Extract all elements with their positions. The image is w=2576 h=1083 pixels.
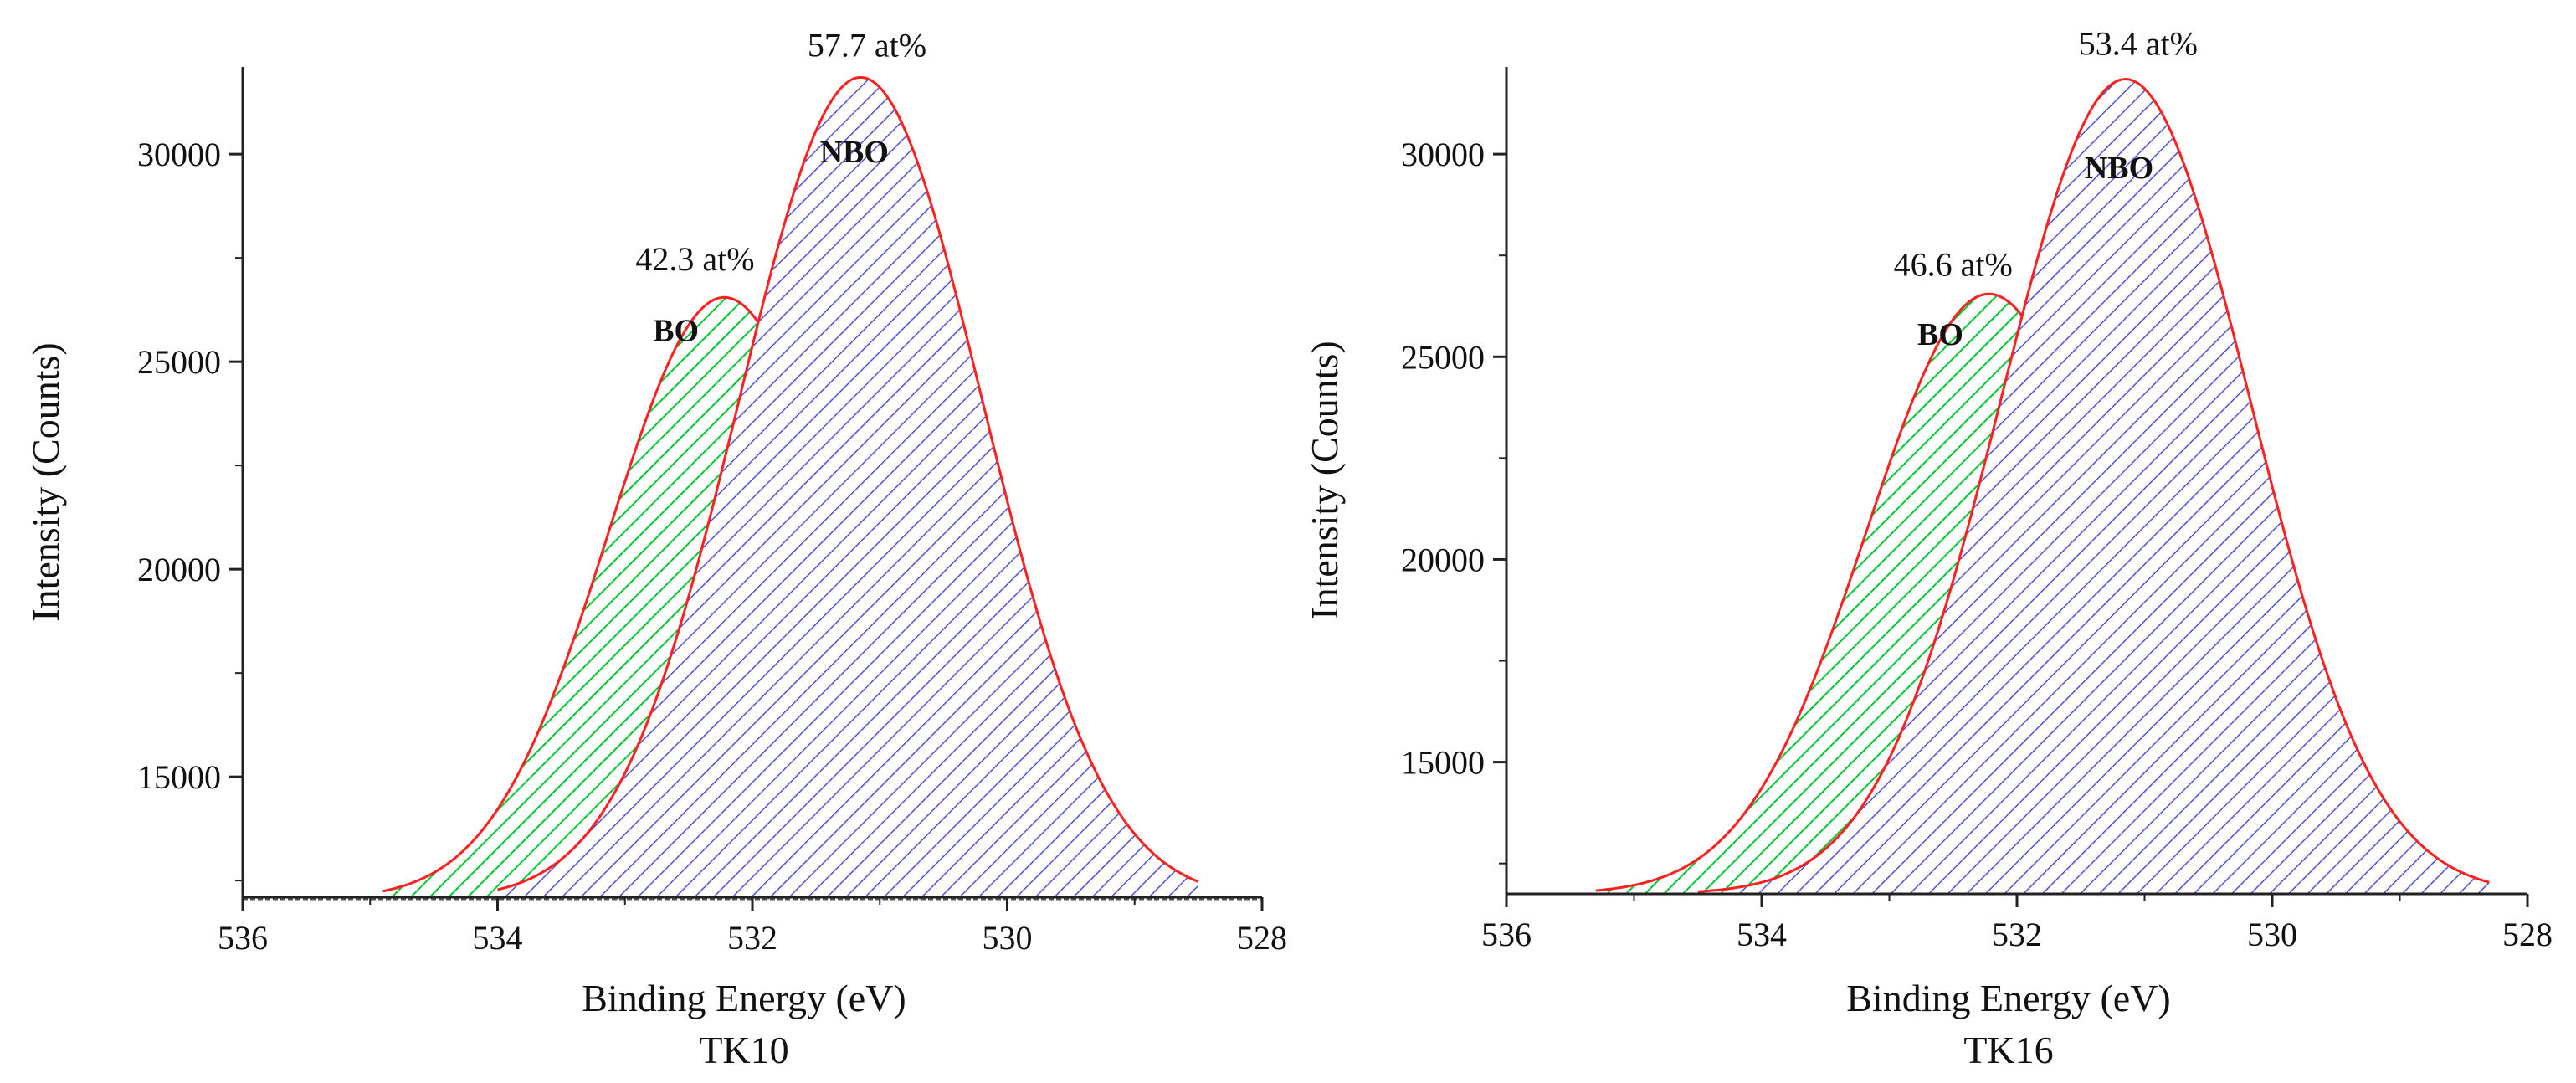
x-axis-title: Binding Energy (eV) (1846, 977, 2171, 1019)
x-axis-title: Binding Energy (eV) (582, 977, 906, 1019)
x-tick-label: 528 (2502, 916, 2553, 953)
y-tick-label: 15000 (1401, 744, 1485, 782)
x-ticks: 536 534 532 530 528 (1481, 894, 2553, 953)
y-tick-label: 15000 (137, 758, 221, 796)
y-ticks: 15000 20000 25000 30000 (1401, 136, 1506, 865)
x-tick-label: 532 (1992, 916, 2042, 953)
peak-area-nbo (497, 77, 1198, 900)
sample-label: TK16 (1963, 1029, 2053, 1071)
peak-outline-nbo (1697, 77, 2490, 893)
x-ticks: 536 534 532 530 528 (218, 897, 1287, 957)
plot-area: BO NBO (243, 75, 1262, 901)
at-percent-label: 42.3 at% (635, 240, 754, 278)
peak-outline-nbo (497, 75, 1199, 891)
y-axis-title: Intensity (Counts) (1303, 341, 1346, 619)
sample-label: TK10 (699, 1029, 788, 1071)
peak-label-nbo: NBO (820, 135, 889, 170)
x-tick-label: 530 (2247, 916, 2297, 953)
x-tick-label: 536 (218, 919, 268, 957)
plot-area: BO NBO (1506, 77, 2527, 895)
peak-area-nbo (1697, 79, 2490, 894)
at-percent-label: 53.4 at% (2079, 24, 2198, 62)
chart-panel-tk16: BO NBO 536 534 532 530 528 15000 20000 25000 300… (1303, 24, 2553, 1071)
annotations: 53.4 at% 46.6 at% (1894, 24, 2198, 283)
x-tick-label: 534 (1737, 916, 1787, 953)
x-tick-label: 530 (983, 919, 1033, 957)
y-tick-label: 25000 (1401, 338, 1485, 376)
x-tick-label: 532 (727, 919, 777, 957)
x-tick-label: 534 (473, 919, 523, 957)
x-tick-label: 528 (1237, 919, 1287, 957)
x-tick-label: 536 (1481, 916, 1532, 953)
y-tick-label: 25000 (137, 343, 221, 381)
at-percent-label: 46.6 at% (1894, 245, 2013, 283)
y-tick-label: 30000 (137, 136, 221, 173)
peak-label-bo: BO (653, 313, 699, 348)
chart-panel-tk10: BO NBO 536 534 532 530 528 15000 20000 25000 300… (24, 27, 1287, 1071)
peak-label-nbo: NBO (2085, 151, 2153, 186)
y-tick-label: 20000 (137, 551, 221, 588)
annotations: 57.7 at% 42.3 at% (635, 27, 926, 278)
peak-label-bo: BO (1917, 317, 1963, 352)
y-tick-label: 30000 (1401, 136, 1485, 173)
y-axis-title: Intensity (Counts) (24, 342, 67, 621)
at-percent-label: 57.7 at% (808, 27, 926, 64)
y-tick-label: 20000 (1401, 541, 1485, 578)
y-ticks: 15000 20000 25000 30000 (137, 136, 243, 882)
